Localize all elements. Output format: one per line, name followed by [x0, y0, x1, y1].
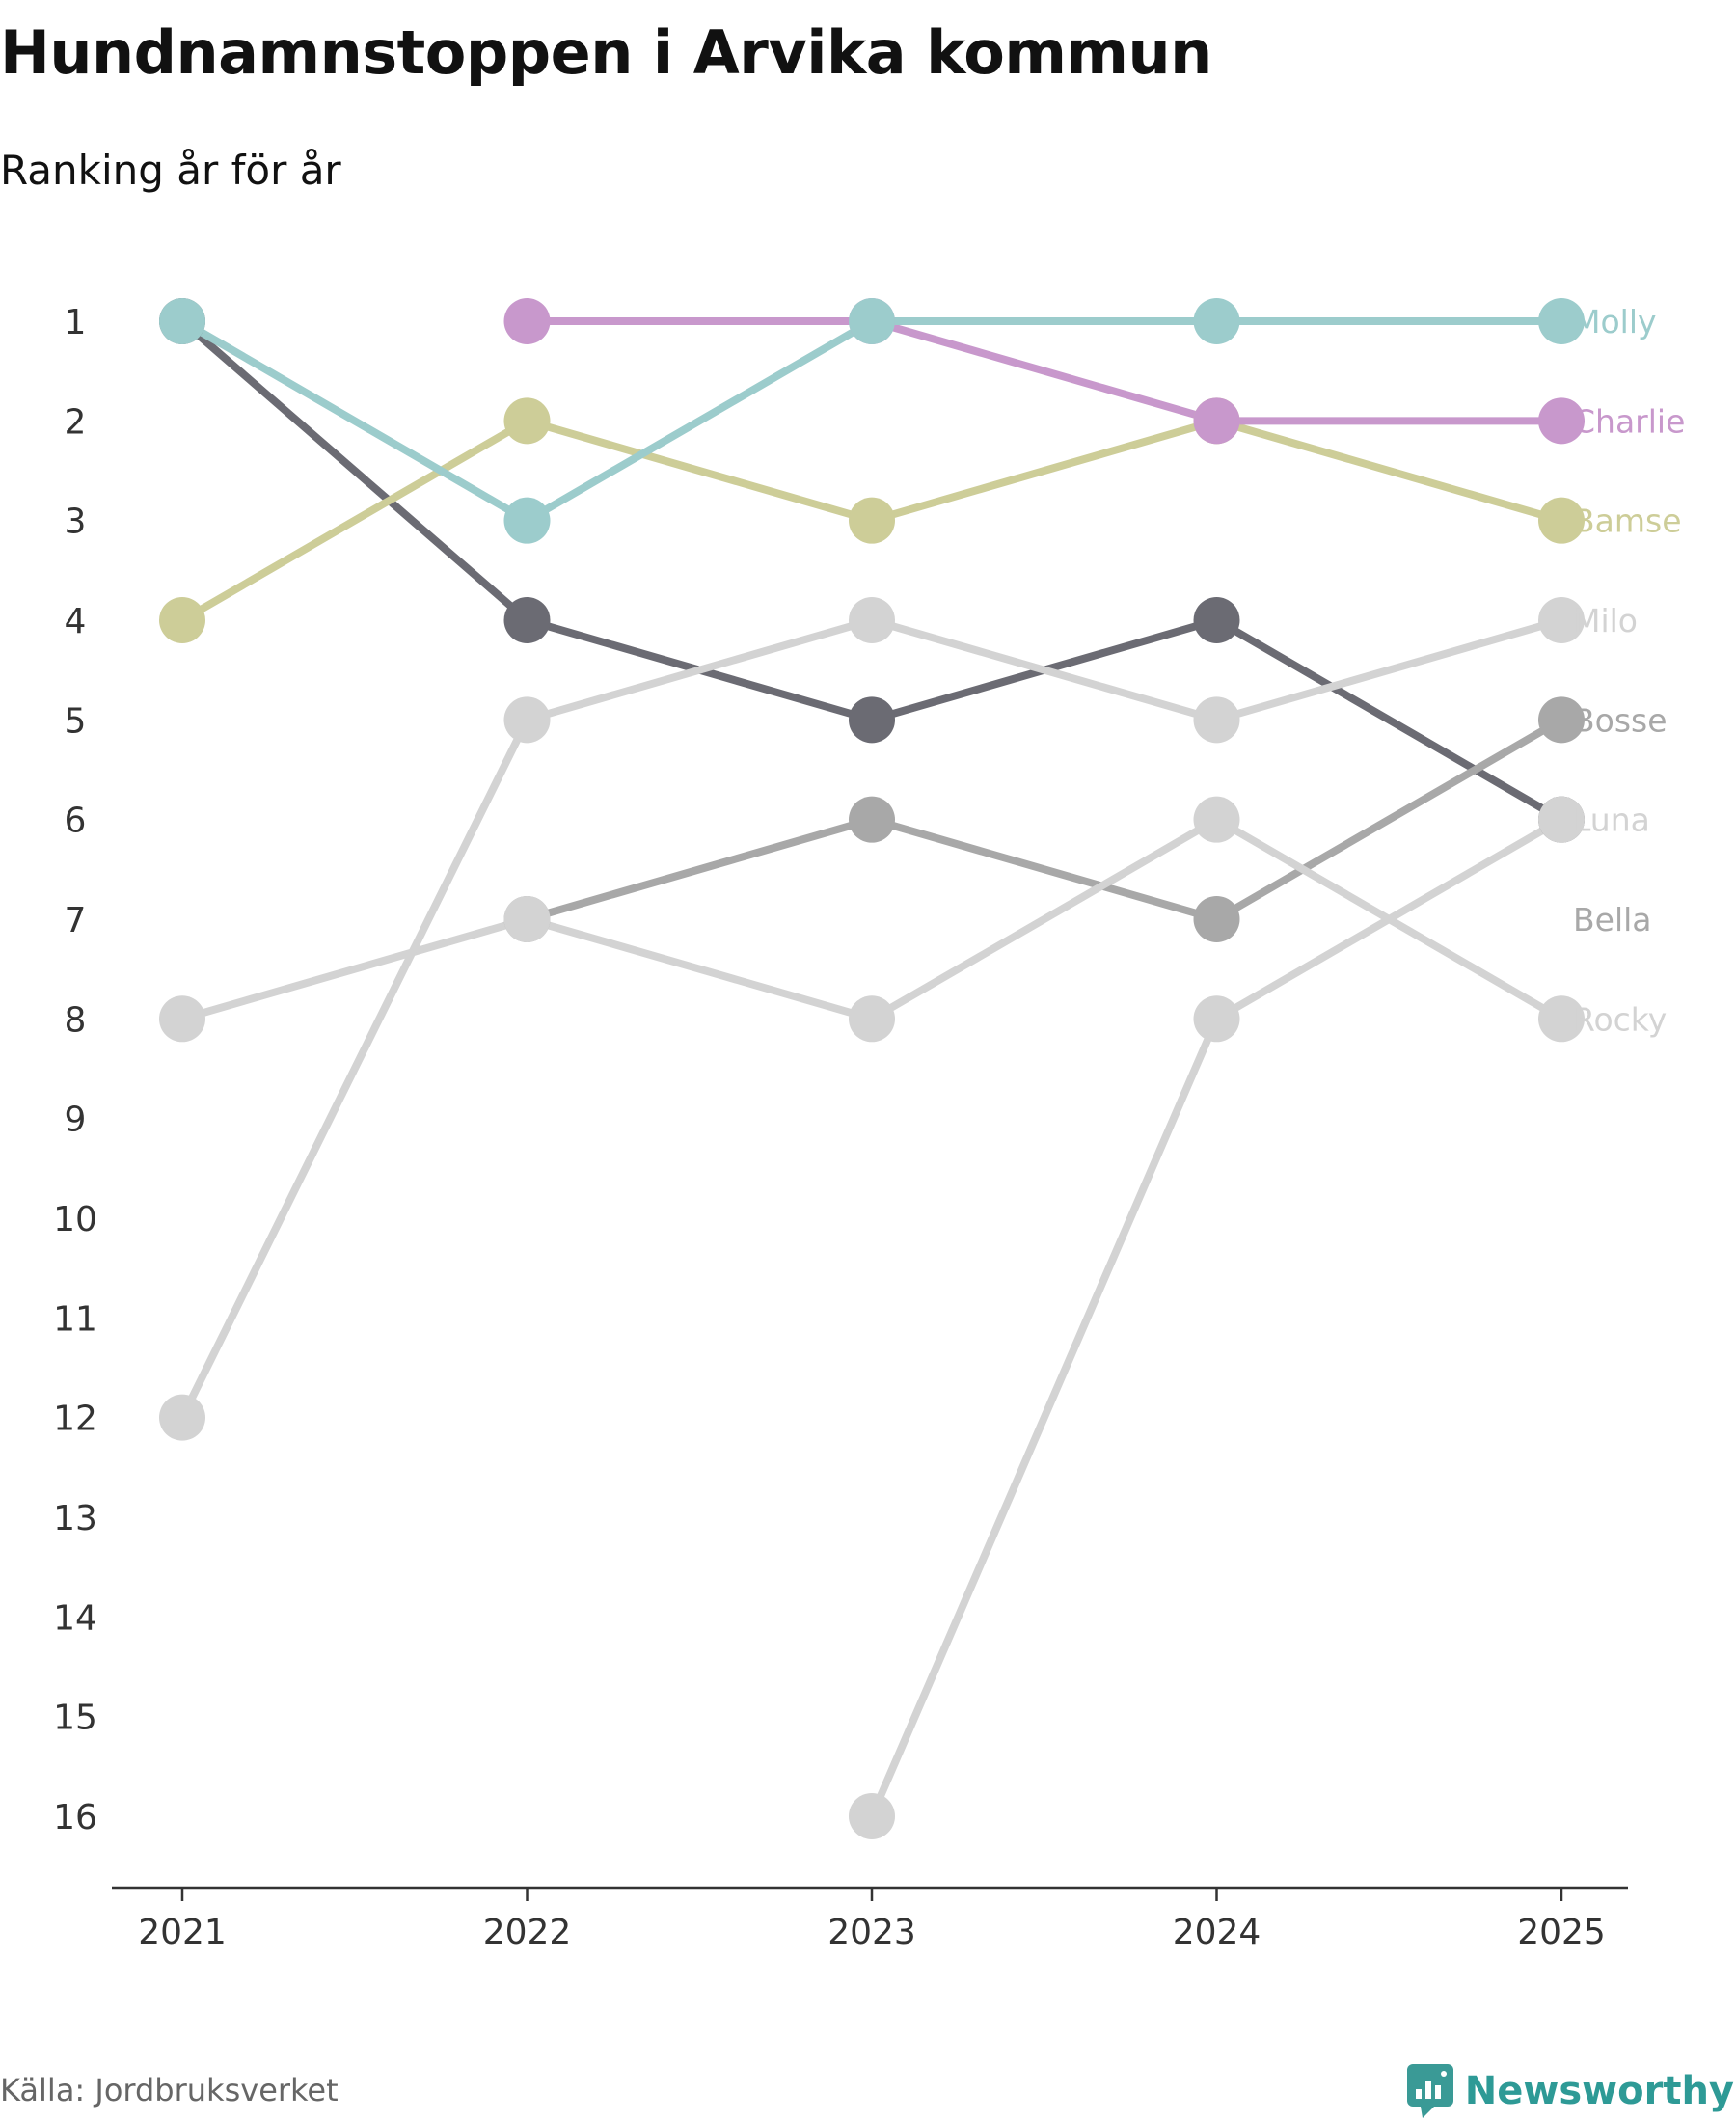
- y-tick-label: 4: [65, 602, 87, 641]
- data-point-milo[interactable]: [1538, 596, 1585, 643]
- data-point-bella[interactable]: [1193, 596, 1240, 643]
- series-line-bella: [178, 317, 1565, 824]
- data-point-molly[interactable]: [1193, 298, 1240, 344]
- data-point-molly[interactable]: [849, 298, 895, 344]
- data-point-luna[interactable]: [1538, 796, 1585, 843]
- y-tick-label: 1: [65, 303, 87, 342]
- source-note: Källa: Jordbruksverket: [0, 2072, 339, 2108]
- y-tick-label: 16: [53, 1798, 97, 1837]
- y-tick-label: 5: [65, 701, 87, 741]
- end-label-milo: Milo: [1573, 602, 1638, 639]
- data-point-rocky[interactable]: [1538, 995, 1585, 1043]
- y-tick-label: 2: [65, 402, 87, 442]
- x-tick-label: 2023: [827, 1913, 916, 1952]
- data-point-bosse[interactable]: [1193, 895, 1240, 942]
- data-point-bella[interactable]: [503, 596, 551, 643]
- data-point-rocky[interactable]: [159, 995, 205, 1043]
- series-line-bosse: [523, 716, 1565, 923]
- end-label-charlie: Charlie: [1573, 402, 1685, 440]
- data-point-molly[interactable]: [159, 298, 205, 344]
- end-label-bamse: Bamse: [1573, 503, 1682, 540]
- chart-title: Hundnamnstoppen i Arvika kommun: [0, 17, 1212, 88]
- y-tick-label: 6: [65, 802, 87, 841]
- chart-subtitle: Ranking år för år: [0, 147, 341, 194]
- end-label-bosse: Bosse: [1573, 701, 1668, 739]
- data-point-rocky[interactable]: [1193, 796, 1240, 843]
- y-tick-label: 14: [53, 1598, 97, 1638]
- x-tick-label: 2024: [1173, 1913, 1261, 1952]
- x-tick-label: 2025: [1517, 1913, 1606, 1952]
- brand-name: Newsworthy: [1464, 2069, 1734, 2113]
- newsworthy-logo-icon: [1406, 2064, 1453, 2118]
- y-tick-label: 10: [53, 1200, 97, 1239]
- data-point-charlie[interactable]: [503, 298, 551, 344]
- data-point-bamse[interactable]: [503, 397, 551, 445]
- y-tick-label: 8: [65, 1000, 87, 1040]
- series-line-luna: [868, 815, 1565, 1820]
- series-line-charlie: [523, 317, 1565, 425]
- data-point-charlie[interactable]: [1538, 397, 1585, 445]
- data-point-luna[interactable]: [1193, 995, 1240, 1043]
- data-point-rocky[interactable]: [503, 895, 551, 942]
- y-tick-label: 11: [53, 1299, 97, 1339]
- data-point-milo[interactable]: [503, 696, 551, 744]
- brand-logo[interactable]: Newsworthy: [1406, 2064, 1734, 2118]
- data-point-milo[interactable]: [1193, 696, 1240, 744]
- end-label-rocky: Rocky: [1573, 1000, 1667, 1038]
- data-point-bamse[interactable]: [1538, 497, 1585, 544]
- data-point-bamse[interactable]: [159, 596, 205, 643]
- y-tick-label: 13: [53, 1499, 97, 1538]
- data-point-milo[interactable]: [159, 1394, 205, 1441]
- data-point-bella[interactable]: [849, 696, 895, 744]
- y-tick-label: 15: [53, 1699, 97, 1738]
- y-tick-label: 7: [65, 901, 87, 940]
- data-point-milo[interactable]: [849, 596, 895, 643]
- data-point-luna[interactable]: [849, 1792, 895, 1839]
- y-tick-label: 9: [65, 1101, 87, 1140]
- y-tick-label: 3: [65, 503, 87, 542]
- data-point-bosse[interactable]: [1538, 696, 1585, 744]
- end-label-molly: Molly: [1573, 303, 1657, 340]
- y-tick-label: 12: [53, 1400, 97, 1439]
- end-label-luna: Luna: [1573, 802, 1650, 839]
- data-point-bosse[interactable]: [849, 796, 895, 843]
- data-point-charlie[interactable]: [1193, 397, 1240, 445]
- data-point-bamse[interactable]: [849, 497, 895, 544]
- series-line-rocky: [178, 815, 1565, 1023]
- data-point-rocky[interactable]: [849, 995, 895, 1043]
- data-point-molly[interactable]: [1538, 298, 1585, 344]
- end-label-bella: Bella: [1573, 901, 1652, 939]
- x-tick-label: 2022: [483, 1913, 572, 1952]
- data-point-molly[interactable]: [503, 497, 551, 544]
- x-tick-label: 2021: [138, 1913, 227, 1952]
